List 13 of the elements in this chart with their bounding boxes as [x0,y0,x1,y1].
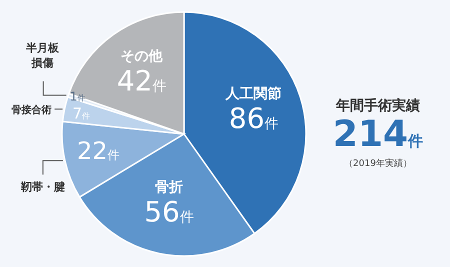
text: 214件 [332,114,424,155]
data-label: 42件 [116,64,166,98]
slice-label: 骨接合術 [12,104,52,116]
data-label: 86件 [228,102,279,135]
slice-label: 半月板損傷 [24,41,60,70]
slice-label: その他 [120,48,164,64]
data-label: 22件 [77,137,120,166]
text: 年間手術実績 [335,97,420,114]
text: （2019年実績） [344,158,412,169]
slice-label: 骨折 [155,180,184,196]
data-label: 56件 [144,196,194,229]
slice-label: 靭帯・腱 [20,180,65,194]
slice-label: 人工関節 [224,86,282,102]
